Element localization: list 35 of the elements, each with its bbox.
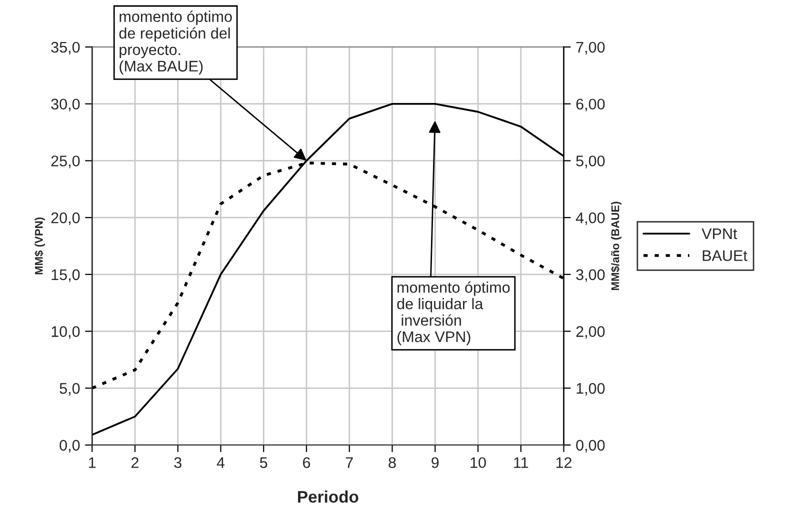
y2-tick-label: 4,00 xyxy=(576,212,605,226)
y2-tick-label: 1,00 xyxy=(576,383,605,396)
x-tick-label: 1 xyxy=(89,457,96,468)
y-tick-label: 10,0 xyxy=(52,326,80,339)
y2-tick-label: 5,00 xyxy=(576,156,605,168)
y2-tick-label: 3,00 xyxy=(576,269,605,282)
y-tick-label: 0,0 xyxy=(60,440,80,452)
x-tick-label: 4 xyxy=(216,457,225,468)
y-tick-label: 15,0 xyxy=(52,269,80,282)
x-tick-label: 10 xyxy=(470,457,486,468)
x-tick-label: 11 xyxy=(514,457,528,468)
legend-label: BAUEt xyxy=(702,250,748,262)
x-tick-label: 6 xyxy=(303,457,310,468)
y-tick-label: 20,0 xyxy=(51,212,80,226)
y2-tick-label: 2,00 xyxy=(576,326,605,339)
x-tick-label: 3 xyxy=(174,457,182,468)
y-tick-label: 5,0 xyxy=(60,383,80,396)
y2-tick-label: 7,00 xyxy=(576,42,605,54)
y2-tick-label: 6,00 xyxy=(576,98,605,112)
annotation: momento óptimo de repetición del proyecto. (Max BAUE) xyxy=(119,10,232,75)
y-tick-label: 35,0 xyxy=(51,42,80,54)
y2-tick-label: 0,00 xyxy=(576,440,605,452)
annotation: momento óptimo de liquidar la inversión (Max VPN) xyxy=(397,281,510,346)
y2-axis-title: MM$/año (BAUE) xyxy=(610,202,622,290)
legend-label: VPNt xyxy=(702,228,738,240)
y-axis-title: MM$ (VPN) xyxy=(34,218,46,274)
y-tick-label: 25,0 xyxy=(51,156,80,168)
x-tick-label: 8 xyxy=(388,457,396,468)
x-tick-label: 12 xyxy=(556,457,572,468)
y-tick-label: 30,0 xyxy=(51,98,80,112)
x-tick-label: 7 xyxy=(346,457,353,468)
x-tick-label: 9 xyxy=(432,457,439,468)
x-tick-label: 2 xyxy=(132,457,138,468)
x-axis-title: Periodo xyxy=(298,490,358,503)
x-tick-label: 5 xyxy=(260,457,268,468)
